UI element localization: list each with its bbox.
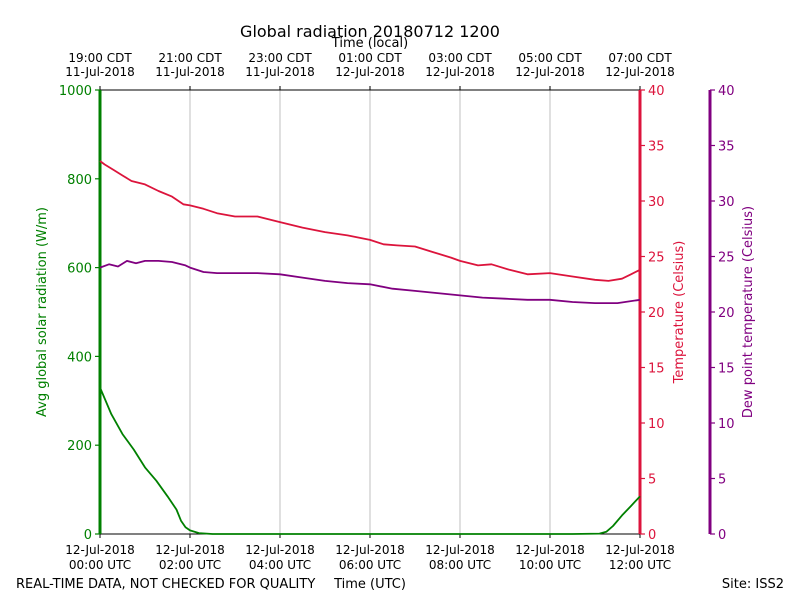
bottom-tick-label-time-0: 00:00 UTC [69,558,131,572]
bottom-tick-label-time-1: 02:00 UTC [159,558,221,572]
bottom-tick-label-date-0: 12-Jul-2018 [65,543,135,557]
top-tick-label-date-3: 12-Jul-2018 [335,65,405,79]
dewpoint-tick-label-3: 15 [718,362,735,377]
radiation-tick-label-4: 800 [67,173,92,188]
dewpoint-tick-label-6: 30 [718,195,735,210]
top-tick-label-date-0: 11-Jul-2018 [65,65,135,79]
temperature-axis-label: Temperature (Celsius) [672,241,687,385]
radiation-tick-label-3: 600 [67,262,92,277]
bottom-tick-label-date-1: 12-Jul-2018 [155,543,225,557]
top-tick-label-time-2: 23:00 CDT [248,51,312,65]
bottom-tick-label-date-4: 12-Jul-2018 [425,543,495,557]
top-axis-label: Time (local) [331,36,408,51]
radiation-series-line [99,387,641,535]
top-tick-label-time-0: 19:00 CDT [68,51,132,65]
radiation-tick-label-5: 1000 [59,84,92,99]
temperature-tick-label-4: 20 [648,306,665,321]
x-axis-label: Time (UTC) [333,577,406,592]
top-tick-label-time-5: 05:00 CDT [518,51,582,65]
dewpoint-tick-label-0: 0 [718,528,726,543]
dewpoint-tick-label-2: 10 [718,417,735,432]
radiation-tick-label-1: 200 [67,439,92,454]
temperature-tick-label-5: 25 [648,251,665,266]
top-tick-label-date-5: 12-Jul-2018 [515,65,585,79]
site-label: Site: ISS2 [722,577,784,592]
dewpoint-tick-label-8: 40 [718,84,735,99]
temperature-tick-label-3: 15 [648,362,665,377]
bottom-tick-label-date-6: 12-Jul-2018 [605,543,675,557]
temperature-tick-label-0: 0 [648,528,656,543]
bottom-tick-label-time-3: 06:00 UTC [339,558,401,572]
temperature-tick-label-1: 5 [648,473,656,488]
temperature-tick-label-6: 30 [648,195,665,210]
bottom-tick-label-date-5: 12-Jul-2018 [515,543,585,557]
temperature-tick-label-8: 40 [648,84,665,99]
top-tick-label-date-6: 12-Jul-2018 [605,65,675,79]
radiation-axis-label: Avg global solar radiation (W/m) [35,207,50,417]
top-tick-label-date-2: 11-Jul-2018 [245,65,315,79]
dewpoint-tick-label-1: 5 [718,473,726,488]
dewpoint-series-line [99,260,641,304]
temperature-tick-label-7: 35 [648,140,665,155]
temperature-series-line [99,160,641,282]
radiation-tick-label-0: 0 [84,528,92,543]
bottom-tick-label-time-6: 12:00 UTC [609,558,671,572]
bottom-tick-label-date-2: 12-Jul-2018 [245,543,315,557]
top-tick-label-time-4: 03:00 CDT [428,51,492,65]
top-tick-label-time-1: 21:00 CDT [158,51,222,65]
dewpoint-axis-label: Dew point temperature (Celsius) [741,206,756,418]
bottom-tick-label-time-2: 04:00 UTC [249,558,311,572]
bottom-tick-label-date-3: 12-Jul-2018 [335,543,405,557]
chart-title: Global radiation 20180712 1200 [240,22,500,41]
bottom-tick-label-time-5: 10:00 UTC [519,558,581,572]
top-tick-label-time-6: 07:00 CDT [608,51,672,65]
bottom-tick-label-time-4: 08:00 UTC [429,558,491,572]
dewpoint-tick-label-7: 35 [718,140,735,155]
radiation-tick-label-2: 400 [67,350,92,365]
quality-warning: REAL-TIME DATA, NOT CHECKED FOR QUALITY [16,577,315,592]
top-tick-label-time-3: 01:00 CDT [338,51,402,65]
dewpoint-tick-label-5: 25 [718,251,735,266]
top-tick-label-date-4: 12-Jul-2018 [425,65,495,79]
top-tick-label-date-1: 11-Jul-2018 [155,65,225,79]
temperature-tick-label-2: 10 [648,417,665,432]
dewpoint-tick-label-4: 20 [718,306,735,321]
